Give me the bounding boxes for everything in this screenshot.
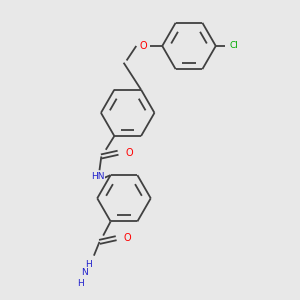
Text: H: H — [77, 279, 84, 288]
Text: O: O — [139, 41, 147, 51]
Text: N: N — [82, 268, 88, 277]
Text: HN: HN — [91, 172, 104, 182]
Text: O: O — [124, 233, 131, 243]
Text: H: H — [85, 260, 92, 269]
Text: O: O — [125, 148, 133, 158]
Text: Cl: Cl — [229, 41, 238, 50]
